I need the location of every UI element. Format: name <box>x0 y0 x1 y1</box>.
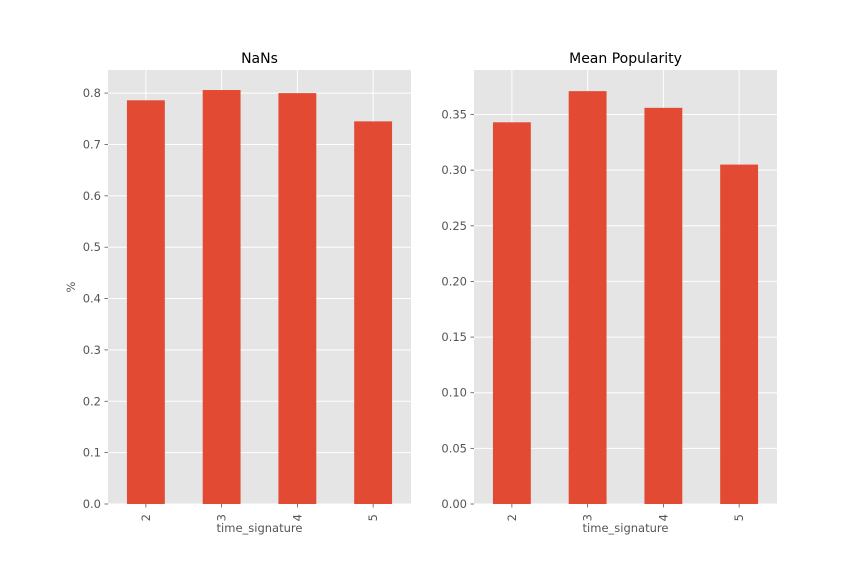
yticks-mean-popularity: 0.00 0.05 0.10 0.15 0.20 0.25 0.30 0.35 <box>441 108 474 511</box>
y-tick-label: 0.7 <box>83 137 101 151</box>
y-tick-label: 0.10 <box>441 386 467 400</box>
y-tick-label: 0.30 <box>441 163 467 177</box>
x-axis-label-mean-popularity: time_signature <box>583 521 669 535</box>
x-tick-label: 5 <box>732 514 746 521</box>
x-tick-label: 3 <box>581 514 595 521</box>
bar-nans-2 <box>126 100 165 505</box>
y-tick-label: 0.05 <box>441 441 467 455</box>
y-tick-label: 0.15 <box>441 330 467 344</box>
bar-mean-popularity-2 <box>492 122 531 505</box>
x-tick-label: 4 <box>290 514 304 521</box>
bar-nans-3 <box>202 90 241 505</box>
bar-nans-5 <box>354 121 393 504</box>
x-tick-label: 2 <box>139 514 153 521</box>
y-tick-label: 0.25 <box>441 219 467 233</box>
y-axis-label-nans: % <box>64 281 78 292</box>
y-tick-label: 0.4 <box>83 292 101 306</box>
y-tick-label: 0.1 <box>83 446 101 460</box>
y-tick-label: 0.00 <box>441 497 467 511</box>
y-tick-label: 0.35 <box>441 108 467 122</box>
bar-mean-popularity-3 <box>568 91 607 505</box>
bar-nans-4 <box>278 93 317 504</box>
yticks-nans: 0.0 0.1 0.2 0.3 0.4 0.5 0.6 0.7 0.8 <box>83 86 108 511</box>
y-tick-label: 0.3 <box>83 343 101 357</box>
x-tick-label: 5 <box>366 514 380 521</box>
chart-title-mean-popularity: Mean Popularity <box>569 51 682 67</box>
x-tick-label: 2 <box>505 514 519 521</box>
y-tick-label: 0.6 <box>83 189 101 203</box>
y-tick-label: 0.0 <box>83 497 101 511</box>
x-axis-label-nans: time_signature <box>217 521 303 535</box>
bar-mean-popularity-4 <box>644 107 683 504</box>
y-tick-label: 0.2 <box>83 394 101 408</box>
subplot-nans: 0.0 0.1 0.2 0.3 0.4 0.5 0.6 0.7 0.8 2 3 4 5 NaNs ti… <box>64 51 411 535</box>
x-tick-label: 4 <box>656 514 670 521</box>
xticks-mean-popularity: 2 3 4 5 <box>505 504 746 521</box>
subplot-mean-popularity: 0.00 0.05 0.10 0.15 0.20 0.25 0.30 0.35 2 3 4 5 Me… <box>441 51 777 535</box>
y-tick-label: 0.20 <box>441 274 467 288</box>
bars-mean-popularity <box>492 91 759 505</box>
chart-title-nans: NaNs <box>241 51 278 67</box>
y-tick-label: 0.8 <box>83 86 101 100</box>
bar-mean-popularity-5 <box>720 164 759 505</box>
x-tick-label: 3 <box>215 514 229 521</box>
y-tick-label: 0.5 <box>83 240 101 254</box>
bars-nans <box>126 90 393 505</box>
xticks-nans: 2 3 4 5 <box>139 504 380 521</box>
